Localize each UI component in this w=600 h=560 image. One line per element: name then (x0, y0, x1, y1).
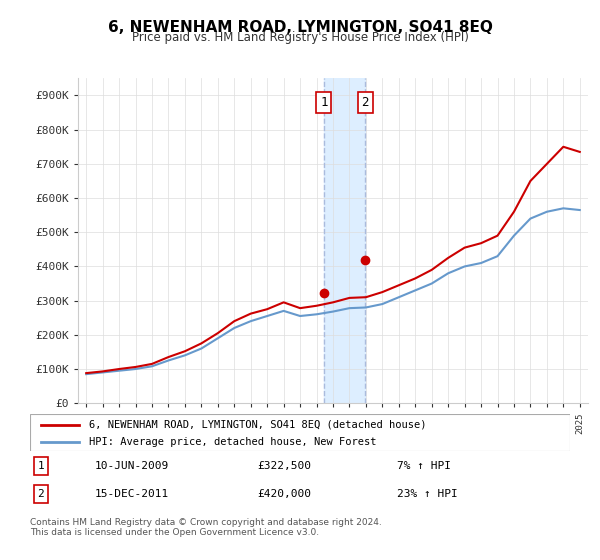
Text: 2: 2 (361, 96, 369, 109)
Text: £420,000: £420,000 (257, 489, 311, 499)
FancyBboxPatch shape (30, 414, 570, 451)
Text: 1: 1 (37, 461, 44, 471)
Text: 6, NEWENHAM ROAD, LYMINGTON, SO41 8EQ: 6, NEWENHAM ROAD, LYMINGTON, SO41 8EQ (107, 20, 493, 35)
Text: 15-DEC-2011: 15-DEC-2011 (95, 489, 169, 499)
Text: £322,500: £322,500 (257, 461, 311, 471)
Text: 10-JUN-2009: 10-JUN-2009 (95, 461, 169, 471)
Text: 7% ↑ HPI: 7% ↑ HPI (397, 461, 451, 471)
Text: 6, NEWENHAM ROAD, LYMINGTON, SO41 8EQ (detached house): 6, NEWENHAM ROAD, LYMINGTON, SO41 8EQ (d… (89, 419, 427, 430)
Text: 1: 1 (320, 96, 328, 109)
Text: HPI: Average price, detached house, New Forest: HPI: Average price, detached house, New … (89, 437, 377, 447)
Text: Price paid vs. HM Land Registry's House Price Index (HPI): Price paid vs. HM Land Registry's House … (131, 31, 469, 44)
Text: 2: 2 (37, 489, 44, 499)
Text: Contains HM Land Registry data © Crown copyright and database right 2024.
This d: Contains HM Land Registry data © Crown c… (30, 518, 382, 538)
Text: 23% ↑ HPI: 23% ↑ HPI (397, 489, 458, 499)
Bar (324, 78, 365, 403)
